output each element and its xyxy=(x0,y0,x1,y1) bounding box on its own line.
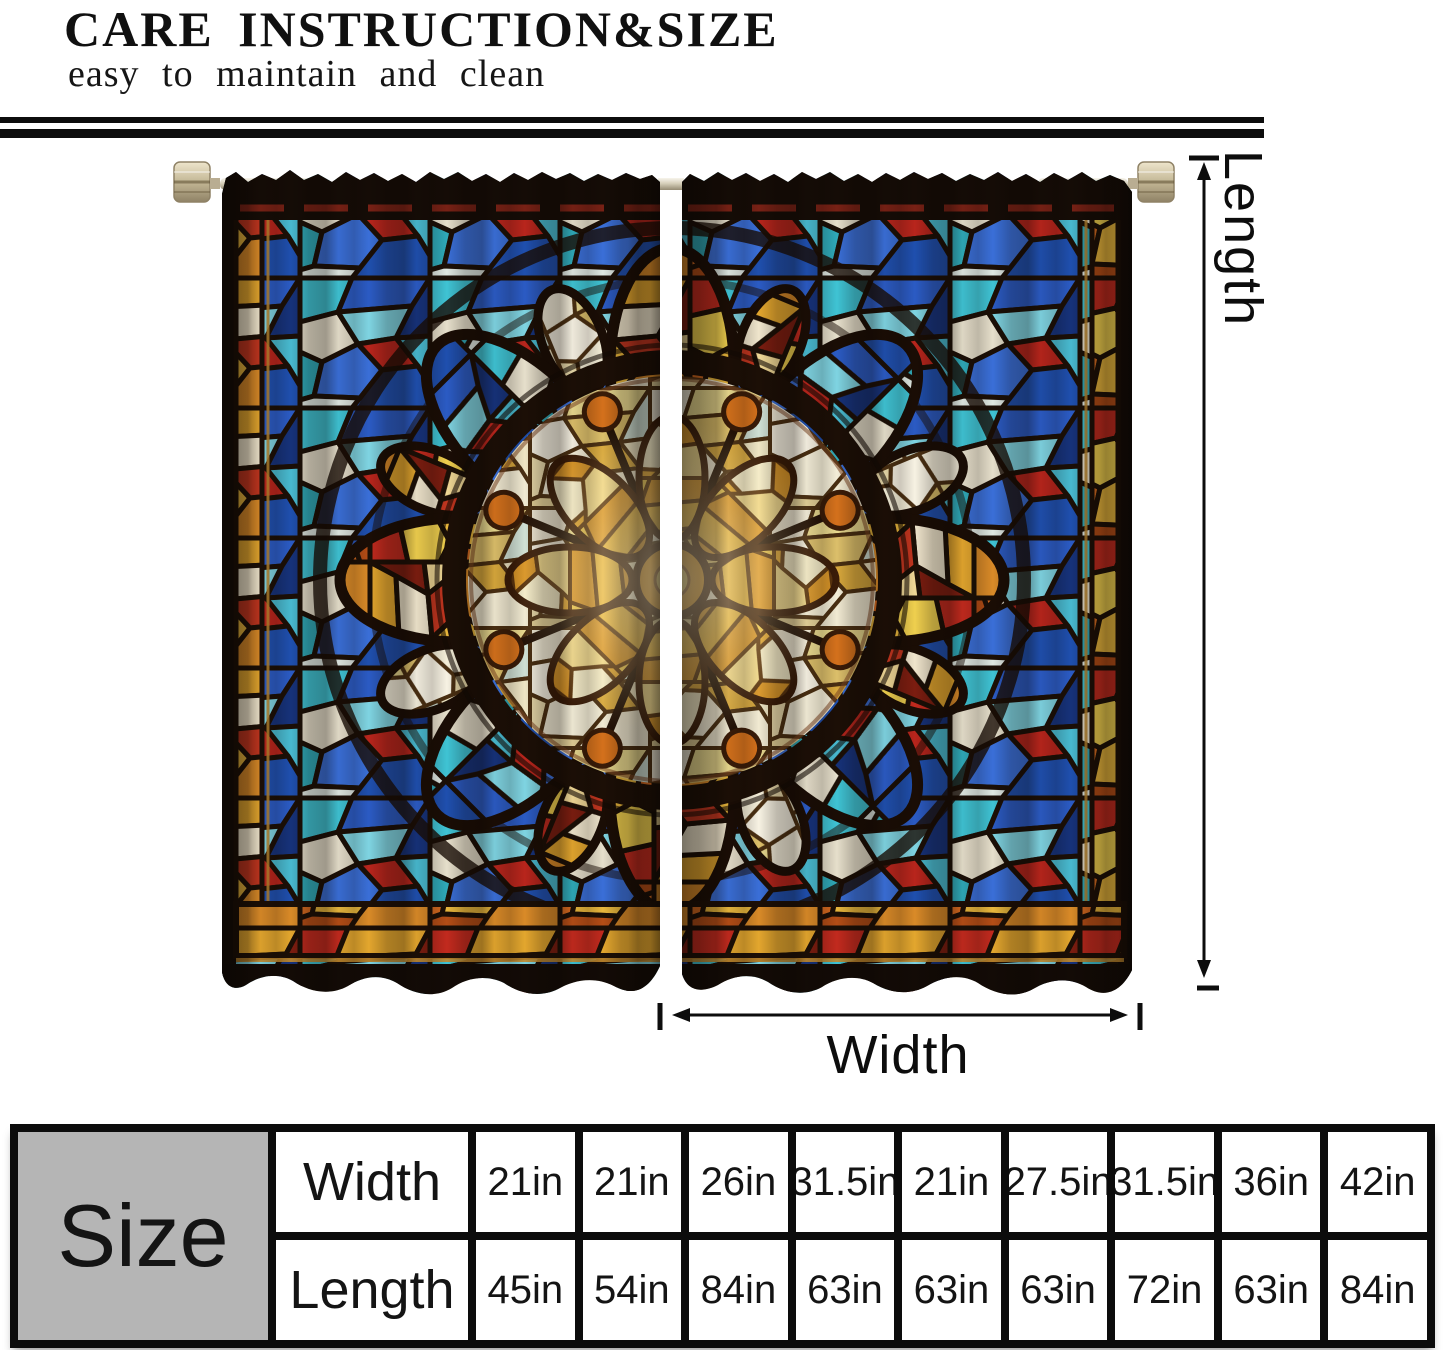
width-label: Width xyxy=(826,1025,970,1085)
width-value-cell: 26in xyxy=(689,1132,788,1232)
length-value-cell: 84in xyxy=(1328,1240,1427,1340)
length-value-cell: 63in xyxy=(1008,1240,1108,1340)
page-subtitle: easy to maintain and clean xyxy=(68,53,546,95)
length-value-cell: 63in xyxy=(902,1240,1001,1340)
width-value-cell: 21in xyxy=(582,1132,682,1232)
length-dimension-arrow xyxy=(1189,155,1219,991)
size-table: Size Width 21in 21in 26in 31.5in 21in 27… xyxy=(10,1124,1435,1348)
width-value-cell: 31.5in xyxy=(1115,1132,1214,1232)
length-value-cell: 45in xyxy=(476,1240,575,1340)
width-row-label: Width xyxy=(276,1132,468,1232)
header-divider-thin xyxy=(0,117,1264,123)
width-value-cell: 21in xyxy=(902,1132,1001,1232)
width-value-cell: 36in xyxy=(1221,1132,1321,1232)
width-dimension-arrow xyxy=(657,1003,1143,1030)
size-corner-cell: Size xyxy=(18,1132,268,1340)
header-divider-thick xyxy=(0,129,1264,138)
width-value-cell: 27.5in xyxy=(1008,1132,1108,1232)
length-value-cell: 54in xyxy=(582,1240,682,1340)
width-value-cell: 31.5in xyxy=(795,1132,895,1232)
length-row-label: Length xyxy=(276,1240,468,1340)
page-title: CARE INSTRUCTION&SIZE xyxy=(64,1,779,57)
length-value-cell: 63in xyxy=(1221,1240,1321,1340)
length-value-cell: 63in xyxy=(795,1240,895,1340)
width-value-cell: 21in xyxy=(476,1132,575,1232)
length-label: Length xyxy=(1213,150,1273,328)
rod-finial-right xyxy=(1128,161,1175,203)
length-value-cell: 72in xyxy=(1115,1240,1214,1340)
rod-finial-left xyxy=(173,161,220,203)
length-value-cell: 84in xyxy=(689,1240,788,1340)
curtain-product-image xyxy=(170,148,1190,1018)
width-value-cell: 42in xyxy=(1328,1132,1427,1232)
